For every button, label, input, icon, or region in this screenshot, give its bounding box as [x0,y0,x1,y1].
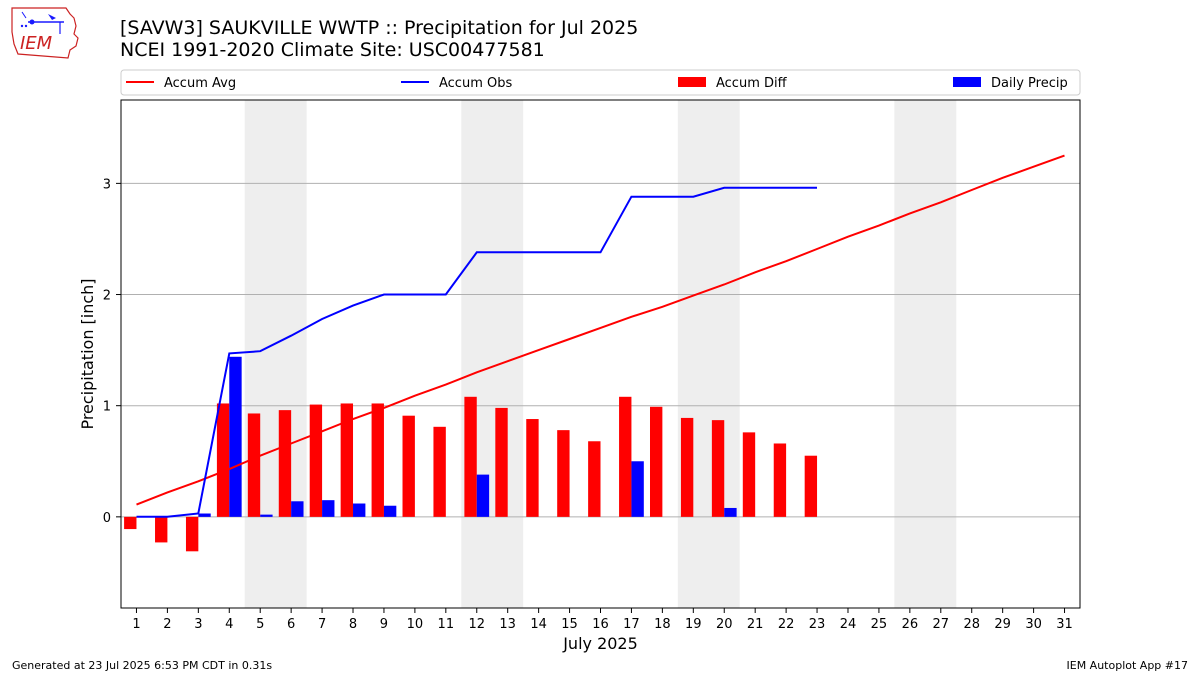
accum-diff-bar [773,443,787,517]
x-tick-label: 8 [349,617,357,632]
accum-diff-bar [495,407,508,517]
y-tick-label: 3 [103,177,111,192]
accum-diff-bar [185,516,199,552]
x-tick-label: 3 [194,617,202,632]
x-tick-label: 20 [716,617,733,632]
legend-swatch-bar [953,77,981,87]
x-tick-label: 15 [561,617,578,632]
accum-diff-bar [526,419,539,517]
accum-diff-bar [155,516,168,543]
accum-diff-bar [371,403,384,517]
generated-footer: Generated at 23 Jul 2025 6:53 PM CDT in … [12,659,273,672]
x-tick-label: 29 [994,617,1011,632]
x-tick-label: 28 [963,617,980,632]
accum-diff-bar [711,420,725,517]
weekend-shade [677,100,740,608]
x-tick-label: 30 [1025,617,1042,632]
app-footer: IEM Autoplot App #17 [1066,659,1189,672]
x-tick-label: 1 [132,617,140,632]
weekend-shade [244,100,307,608]
x-axis: 1 2 3 4 5 6 7 8 9 10 11 12 13 14 15 16 17 18 19 20 21 22 23 24 2… [132,608,1073,632]
x-tick-label: 12 [468,617,485,632]
accum-diff-bar [247,413,261,517]
x-tick-label: 27 [933,617,950,632]
x-tick-label: 23 [809,617,826,632]
legend-swatch-bar [678,77,706,87]
weekend-shade [894,100,957,608]
accum-diff-bar [680,417,694,517]
iem-logo-text: IEM [20,33,53,54]
x-tick-label: 7 [318,617,326,632]
legend: Accum Avg Accum Obs Accum Diff Daily Precip [120,69,1081,96]
accum-avg-line [136,154,1065,506]
daily-precip-bar [291,501,304,517]
line-series [136,154,1065,518]
x-tick-label: 22 [778,617,795,632]
x-tick-label: 5 [256,617,264,632]
x-tick-label: 10 [407,617,424,632]
x-tick-label: 16 [592,617,609,632]
accum-diff-bar [588,441,601,517]
x-tick-label: 25 [871,617,888,632]
daily-precip-bar [229,356,242,517]
daily-precip-bar [476,474,490,517]
x-tick-label: 6 [287,617,295,632]
legend-label: Accum Avg [164,76,236,91]
x-tick-label: 14 [530,617,547,632]
legend-box [120,69,1081,96]
accum-diff-bar [557,430,570,517]
daily-precip-bar [724,507,737,517]
accum-diff-bar [464,396,477,517]
legend-label: Accum Obs [439,76,512,91]
y-tick-label: 2 [103,289,111,304]
chart-title-block: [SAVW3] SAUKVILLE WWTP :: Precipitation … [120,17,638,61]
x-tick-label: 24 [840,617,857,632]
daily-precip-bar [353,503,366,517]
chart-title: [SAVW3] SAUKVILLE WWTP :: Precipitation … [120,17,639,39]
accum-diff-bar [649,406,663,517]
x-tick-label: 21 [747,617,764,632]
accum-diff-bar [340,403,354,517]
accum-diff-bar [804,455,818,517]
y-tick-label: 0 [103,511,111,526]
legend-label: Daily Precip [991,76,1068,91]
x-tick-label: 19 [685,617,702,632]
y-axis-label: Precipitation [inch] [78,278,97,429]
y-tick-label: 1 [103,400,111,415]
x-tick-label: 31 [1056,617,1073,632]
iem-logo: IEM [8,4,82,60]
y-axis: 0 1 2 3 [103,177,121,526]
x-tick-label: 2 [163,617,171,632]
weekend-shading [244,100,957,608]
x-tick-label: 26 [902,617,919,632]
x-tick-label: 9 [380,617,388,632]
x-tick-label: 18 [654,617,671,632]
daily-precip-bar [198,513,211,517]
accum-obs-line [136,186,817,518]
accum-diff-bar [124,516,137,530]
accum-diff-bar [433,426,446,517]
daily-precip-bar [260,514,273,517]
accum-diff-bar [402,415,415,517]
x-axis-label: July 2025 [562,634,638,653]
daily-precip-bar [631,461,644,517]
iem-iowa-logo-icon: IEM [11,7,79,59]
accum-diff-bar [742,432,756,517]
chart-subtitle: NCEI 1991-2020 Climate Site: USC00477581 [120,39,545,61]
accum-diff-bar [619,396,632,517]
x-tick-label: 17 [623,617,640,632]
weekend-shade [461,100,524,608]
bar-series [124,356,818,552]
daily-precip-bar [383,505,397,517]
x-tick-label: 11 [438,617,455,632]
daily-precip-bar [322,500,335,517]
accum-diff-bar [278,410,292,517]
x-tick-label: 4 [225,617,233,632]
accum-diff-bar [309,404,323,517]
accum-diff-bar [216,403,230,517]
legend-label: Accum Diff [716,76,788,91]
x-tick-label: 13 [499,617,516,632]
